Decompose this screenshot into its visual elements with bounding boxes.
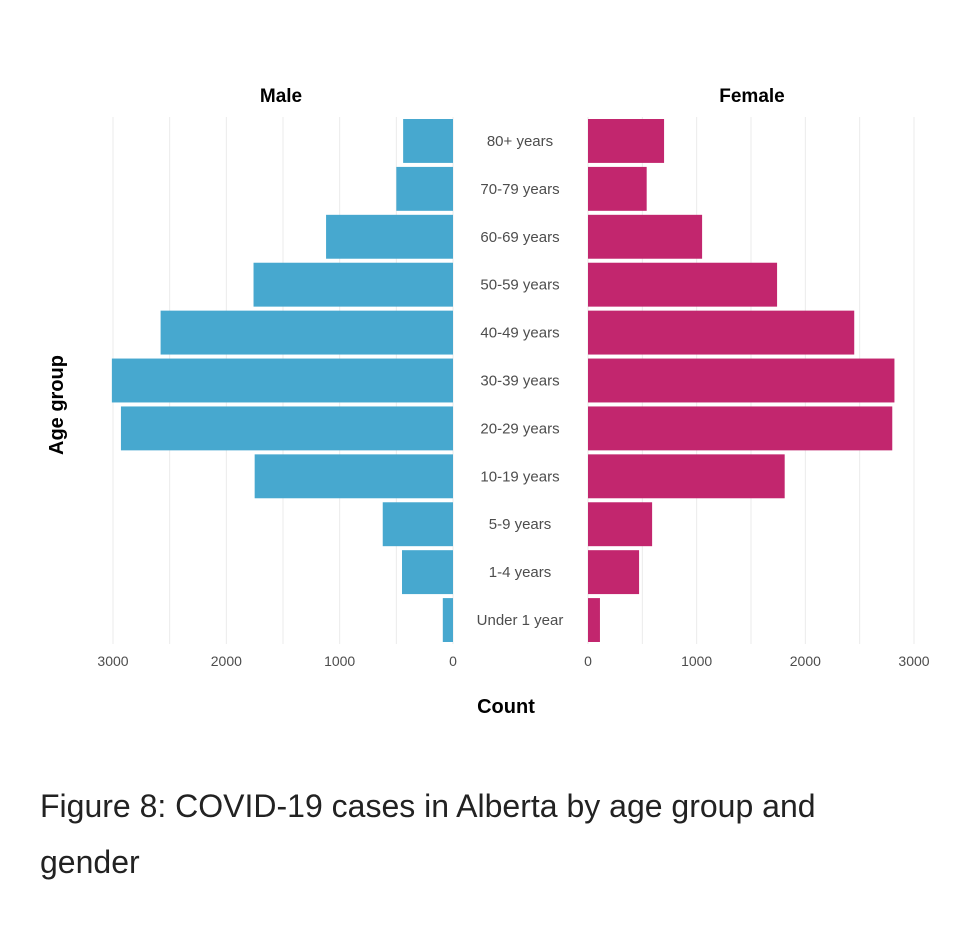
x-axis-title: Count [477,696,535,718]
female-bar [588,598,600,642]
category-labels: 80+ years 70-79 years 60-69 years 50-59 yea… [477,133,564,629]
age-group-label: 80+ years [487,133,553,150]
age-group-label: 40-49 years [480,325,559,342]
female-bar [588,262,778,307]
age-group-label: 1-4 years [489,564,552,581]
female-tick-label: 0 [584,653,592,669]
male-bar [403,119,453,163]
male-bar [160,310,453,355]
female-bar [588,358,895,403]
age-group-label: 5-9 years [489,516,552,533]
figure-caption: Figure 8: COVID-19 cases in Alberta by a… [40,788,816,880]
male-bar [120,406,453,451]
female-tick-label: 2000 [790,653,821,669]
male-panel-title: Male [260,86,302,107]
age-group-label: 30-39 years [480,373,559,390]
age-group-label: 60-69 years [480,229,559,246]
male-bar [382,502,453,547]
female-bar [588,454,785,499]
female-tick-label: 3000 [898,653,929,669]
bars [111,119,895,642]
male-bar [111,358,453,403]
male-bar [253,262,453,307]
age-group-label: 70-79 years [480,181,559,198]
female-bar [588,310,855,355]
male-tick-label: 0 [449,653,457,669]
female-bar [588,406,893,451]
y-axis-title: Age group [46,355,68,455]
female-bar [588,214,703,259]
age-group-label: 10-19 years [480,468,559,485]
male-tick-label: 3000 [97,653,128,669]
population-pyramid-chart: 80+ years 70-79 years 60-69 years 50-59 yea… [46,86,930,718]
male-bar [326,214,453,259]
male-bar [402,550,453,595]
female-bar [588,119,665,163]
female-tick-label: 1000 [681,653,712,669]
female-bar [588,166,647,211]
age-group-label: 50-59 years [480,277,559,294]
male-bar [442,598,453,642]
tick-labels: 0 0 1000 1000 2000 2000 3000 3000 [97,653,929,669]
female-panel-title: Female [719,86,784,107]
male-bar [396,166,453,211]
female-bar [588,550,640,595]
male-tick-label: 2000 [211,653,242,669]
male-bar [254,454,453,499]
female-bar [588,502,653,547]
age-group-label: 20-29 years [480,420,559,437]
male-tick-label: 1000 [324,653,355,669]
age-group-label: Under 1 year [477,612,564,629]
